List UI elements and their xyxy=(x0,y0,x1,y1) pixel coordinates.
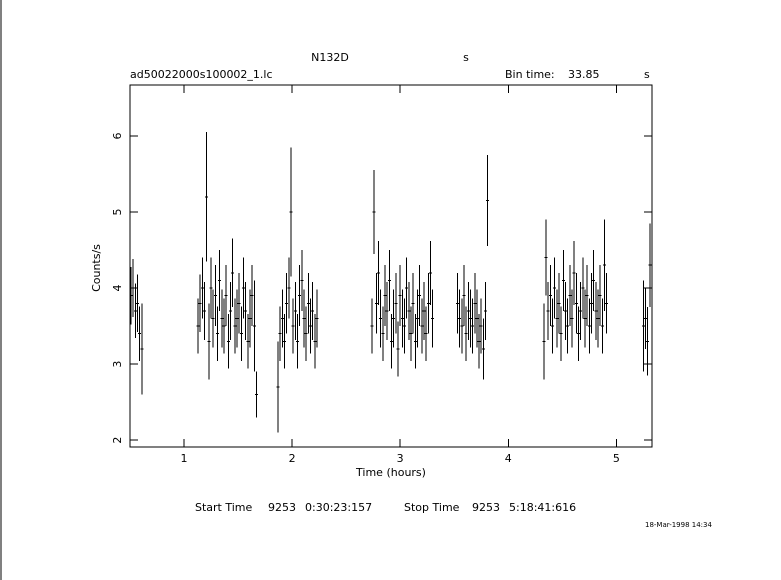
start-label: Start Time xyxy=(195,501,253,514)
x-axis-label: Time (hours) xyxy=(355,466,426,479)
bin-time-label: Bin time: xyxy=(505,68,555,81)
chart-title: N132D xyxy=(311,51,349,64)
bin-time-unit: s xyxy=(644,68,650,81)
x-tick-label: 3 xyxy=(397,452,404,465)
x-tick-label: 1 xyxy=(181,452,188,465)
x-tick-label: 4 xyxy=(505,452,512,465)
y-axis-label: Counts/s xyxy=(90,244,103,292)
start-time: 0:30:23:157 xyxy=(305,501,372,514)
y-tick-label: 2 xyxy=(111,437,124,444)
x-tick-label: 5 xyxy=(613,452,620,465)
start-day: 9253 xyxy=(268,501,296,514)
y-tick-label: 5 xyxy=(111,209,124,216)
y-tick-label: 6 xyxy=(111,132,124,139)
bin-time: 33.85 xyxy=(568,68,600,81)
y-tick-label: 3 xyxy=(111,361,124,368)
title-unit: s xyxy=(463,51,469,64)
y-tick-label: 4 xyxy=(111,285,124,292)
file-name: ad50022000s100002_1.lc xyxy=(130,68,273,81)
stop-time: 5:18:41:616 xyxy=(509,501,576,514)
date-stamp: 18-Mar-1998 14:34 xyxy=(645,521,712,529)
x-tick-label: 2 xyxy=(289,452,296,465)
plot-frame xyxy=(129,84,653,448)
stop-label: Stop Time xyxy=(404,501,460,514)
stop-day: 9253 xyxy=(472,501,500,514)
